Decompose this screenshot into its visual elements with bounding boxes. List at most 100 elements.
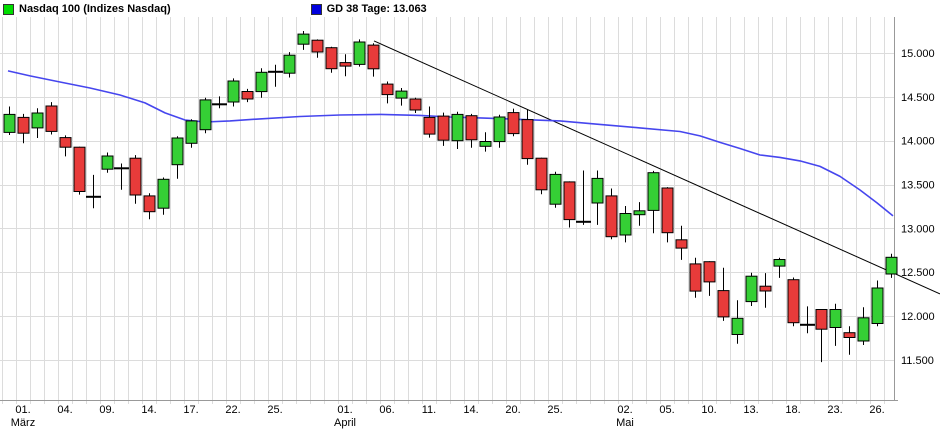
candle-body <box>535 157 548 191</box>
candle-13.04. <box>451 111 464 149</box>
x-axis-day-label: 06. <box>379 404 394 416</box>
candle-body <box>199 99 212 131</box>
x-axis-day-label: 14. <box>463 404 478 416</box>
series-swatch-icon <box>3 3 14 15</box>
legend-item-nasdaq100: Nasdaq 100 (Indizes Nasdaq) <box>3 3 171 15</box>
x-axis-day-label: 13. <box>743 404 758 416</box>
candle-10.03. <box>114 163 129 190</box>
candle-21.03. <box>212 96 227 109</box>
candle-body <box>423 116 436 135</box>
series-swatch-icon <box>310 3 322 15</box>
candle-body <box>297 33 310 45</box>
candle-body <box>605 195 618 238</box>
candle-body <box>437 115 450 141</box>
candle-body <box>409 98 422 111</box>
x-axis-day-label: 04. <box>57 404 72 416</box>
candle-18.05. <box>787 277 800 327</box>
candle-24.05. <box>843 326 856 355</box>
horizontal-gridlines <box>0 53 894 361</box>
candle-20.04. <box>507 108 520 137</box>
candle-28.02. <box>3 106 16 135</box>
candle-25.04. <box>549 171 562 208</box>
candle-04.03. <box>59 135 72 157</box>
y-axis-label: 14.000 <box>901 136 935 148</box>
candle-17.03. <box>185 119 198 148</box>
legend-label-gd38: GD 38 Tage: 13.063 <box>326 3 427 15</box>
x-axis-day-label: 09. <box>99 404 114 416</box>
x-axis-month-label: April <box>334 417 356 429</box>
candle-body <box>633 210 646 216</box>
y-axis-label: 12.500 <box>901 267 935 279</box>
x-axis-day-label: 17. <box>183 404 198 416</box>
candle-body <box>339 62 352 67</box>
candle-14.03. <box>143 193 156 220</box>
legend-item-gd38: GD 38 Tage: 13.063 <box>310 3 427 15</box>
candle-20.05. <box>815 309 828 363</box>
candle-02.05. <box>619 206 632 243</box>
candle-10.05. <box>703 261 716 296</box>
x-axis-day-label: 23. <box>827 404 842 416</box>
x-axis-day-label: 26. <box>869 404 884 416</box>
candle-01.04. <box>339 54 352 77</box>
candle-body <box>563 181 576 221</box>
candle-26.05. <box>871 280 884 327</box>
candle-body <box>717 290 730 318</box>
candle-28.04. <box>591 170 604 225</box>
candle-08.03. <box>86 174 101 209</box>
y-axis-label: 13.000 <box>901 223 935 235</box>
candle-18.04. <box>479 132 492 152</box>
candle-22.03. <box>227 78 240 107</box>
candle-26.04. <box>563 181 576 228</box>
candle-11.05. <box>717 267 730 321</box>
candle-body <box>31 112 44 129</box>
candle-05.05. <box>661 187 674 243</box>
candle-09.05. <box>689 257 702 298</box>
candle-23.03. <box>241 88 254 103</box>
candle-body <box>857 317 870 342</box>
y-axis-label: 11.500 <box>901 355 934 367</box>
candle-12.04. <box>437 112 450 146</box>
candle-body <box>549 173 562 205</box>
candle-body <box>129 157 142 196</box>
candle-29.03. <box>297 31 310 50</box>
candle-03.03. <box>45 102 58 135</box>
candle-29.04. <box>605 188 618 240</box>
candle-body <box>101 155 114 170</box>
candle-25.05. <box>857 307 870 345</box>
x-axis-day-label: 18. <box>785 404 800 416</box>
candle-body <box>171 137 184 166</box>
y-axis-label: 15.000 <box>901 48 935 60</box>
candle-body <box>507 112 520 135</box>
candle-08.04. <box>409 97 422 113</box>
legend-label-nasdaq100: Nasdaq 100 (Indizes Nasdaq) <box>19 3 171 15</box>
candle-06.05. <box>675 225 688 260</box>
x-axis-day-label: 22. <box>225 404 240 416</box>
candle-14.04. <box>465 113 478 148</box>
x-axis-day-label: 02. <box>617 404 632 416</box>
candle-body <box>3 113 16 133</box>
candle-21.04. <box>521 109 534 165</box>
candles <box>3 31 898 363</box>
candle-01.03. <box>17 113 30 144</box>
candle-body <box>255 71 268 93</box>
candle-13.05. <box>745 272 758 306</box>
candle-body <box>871 287 884 324</box>
candle-07.03. <box>73 146 86 195</box>
candle-body <box>227 80 240 103</box>
candle-body <box>381 83 394 96</box>
y-axis-label: 13.500 <box>901 180 935 192</box>
candle-07.04. <box>395 88 408 106</box>
candle-body <box>521 119 534 160</box>
candle-body <box>45 105 58 132</box>
x-axis-month-label: März <box>11 417 35 429</box>
candle-body <box>17 116 30 134</box>
candle-27.04. <box>576 170 591 225</box>
candle-body <box>311 39 324 53</box>
vertical-gridlines <box>2 17 885 404</box>
candle-body <box>773 259 786 267</box>
candle-body <box>787 279 800 324</box>
legend: Nasdaq 100 (Indizes Nasdaq) GD 38 Tage: … <box>3 2 449 16</box>
